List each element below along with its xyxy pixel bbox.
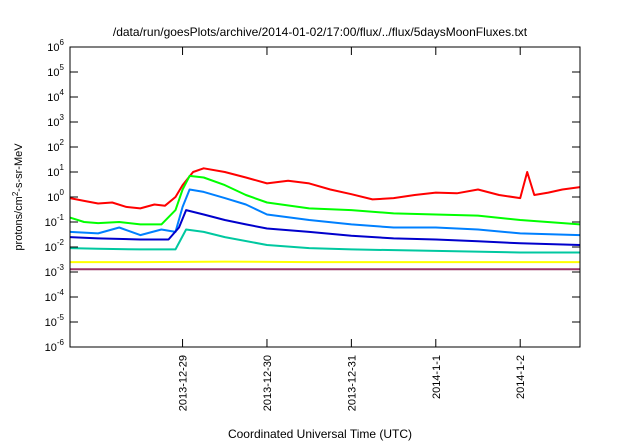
y-tick-labels: 106 105 104 103 102 101 100 10-1 10-2 10-3 10-4 10-… [45, 38, 65, 354]
x-tick-label: 2014-1-1 [431, 355, 443, 399]
series-line-3 [69, 188, 581, 237]
series-line-1 [69, 167, 581, 210]
x-tick-label: 2013-12-29 [178, 355, 190, 411]
series-line-2 [69, 174, 581, 226]
y-tick-label: 100 [47, 188, 64, 204]
y-tick-label: 10-4 [45, 288, 65, 304]
chart-title: /data/run/goesPlots/archive/2014-01-02/1… [113, 25, 528, 39]
x-tick-label: 2013-12-30 [262, 355, 274, 411]
y-tick-label: 104 [47, 88, 64, 104]
y-tick-label: 10-3 [45, 263, 65, 279]
y-tick-label: 10-2 [45, 238, 65, 254]
series-line-6 [70, 260, 580, 264]
plot-frame [69, 46, 581, 348]
y-tick-label: 103 [47, 113, 64, 129]
x-tick-labels: 2013-12-29 2013-12-30 2013-12-31 2014-1-1 20… [178, 355, 528, 411]
y-tick-label: 10-6 [45, 338, 65, 354]
y-tick-label: 10-1 [45, 213, 65, 229]
y-tick-label: 102 [47, 138, 64, 154]
y-tick-label: 105 [47, 63, 64, 79]
x-tick-label: 2014-1-2 [515, 355, 527, 399]
y-tick-label: 101 [47, 163, 64, 179]
series-line-4 [69, 209, 581, 246]
tick-marks [70, 46, 580, 348]
y-tick-label: 106 [47, 38, 64, 54]
x-tick-label: 2013-12-31 [346, 355, 358, 411]
series-lines [69, 167, 581, 271]
y-tick-label: 10-5 [45, 313, 65, 329]
x-axis-label: Coordinated Universal Time (UTC) [228, 427, 412, 441]
series-line-5 [69, 228, 580, 254]
y-axis-label: protons/cm2-s-sr-MeV [11, 143, 26, 251]
